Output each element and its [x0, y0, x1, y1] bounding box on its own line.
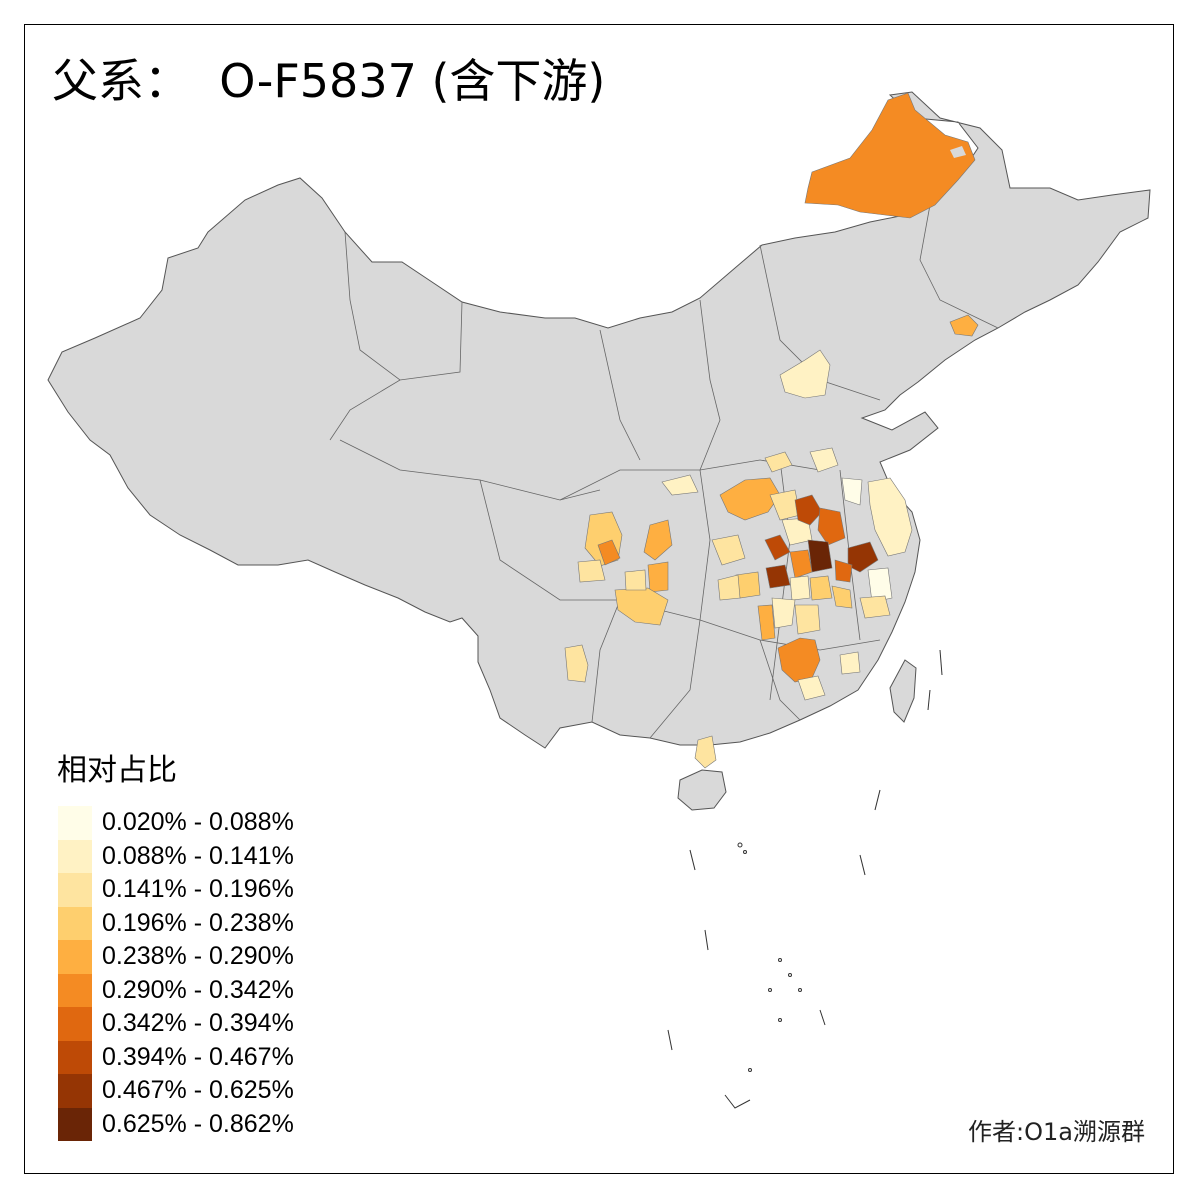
region-north-yellow — [764, 451, 793, 473]
region-sichuan-2 — [643, 519, 673, 561]
region-jiangsu — [867, 477, 913, 557]
legend-label: 0.141% - 0.196% — [102, 875, 294, 903]
legend-swatch — [58, 973, 92, 1007]
region-hunan-2 — [757, 604, 776, 641]
region-hunan-1 — [771, 597, 796, 629]
region-sichuan-5 — [647, 561, 669, 593]
legend-label: 0.088% - 0.141% — [102, 841, 294, 870]
legend-label: 0.020% - 0.088% — [102, 808, 294, 836]
legend-label: 0.342% - 0.394% — [102, 1009, 294, 1037]
region-zhejiang — [859, 595, 891, 619]
data-regions — [564, 92, 979, 769]
legend-swatch — [58, 1040, 92, 1074]
hainan-island — [677, 769, 727, 811]
region-core-3 — [807, 539, 833, 573]
region-south-orange — [777, 637, 821, 683]
legend-swatch — [58, 839, 92, 873]
legend-label: 0.238% - 0.290% — [102, 942, 294, 970]
region-hulunbuir — [804, 92, 976, 219]
taiwan-island — [889, 659, 917, 723]
region-core-4 — [847, 541, 879, 573]
legend-swatch — [58, 906, 92, 940]
legend-swatch — [58, 1107, 92, 1141]
legend-label: 0.467% - 0.625% — [102, 1076, 294, 1104]
region-hubei-1 — [711, 534, 746, 566]
region-anhui-s — [867, 567, 893, 603]
region-core-1 — [794, 494, 823, 526]
region-fujian — [839, 651, 861, 675]
region-hebei — [779, 349, 831, 399]
legend-label: 0.625% - 0.862% — [102, 1109, 294, 1138]
region-jiangsu-2 — [841, 477, 863, 506]
region-sichuan-4 — [577, 559, 606, 583]
region-lake-hole — [950, 146, 966, 158]
legend-swatch — [58, 940, 92, 974]
region-core-2 — [817, 507, 846, 546]
legend-label: 0.196% - 0.238% — [102, 908, 294, 937]
region-hubei-3 — [717, 574, 741, 601]
region-leizhou — [694, 735, 717, 769]
china-landmass — [47, 91, 1151, 749]
region-hubei-4 — [789, 575, 811, 601]
region-jiangxi-1 — [794, 604, 821, 635]
region-anhui-s2 — [831, 585, 853, 609]
legend-swatch — [58, 1074, 92, 1108]
region-yunnan — [564, 644, 589, 683]
region-ne-spot — [949, 314, 979, 337]
legend-label: 0.290% - 0.342% — [102, 975, 294, 1004]
region-core-6 — [789, 549, 813, 579]
region-sichuan-7 — [624, 569, 647, 591]
map-title: 父系： O-F5837 (含下游) — [52, 54, 606, 108]
region-north-cream — [809, 447, 839, 473]
legend-title: 相对占比 — [57, 753, 177, 788]
region-sichuan-3 — [597, 539, 621, 566]
region-core-8 — [834, 559, 853, 583]
author-credit: 作者:O1a溯源群 — [968, 1118, 1145, 1146]
region-shaanxi-north — [661, 474, 699, 496]
legend-swatch — [58, 1007, 92, 1041]
region-core-7 — [765, 564, 791, 589]
region-hubei-5 — [809, 575, 833, 601]
south-sea-islands — [667, 649, 943, 1109]
region-guangdong — [797, 675, 826, 701]
legend-swatch — [58, 873, 92, 907]
region-sichuan-6 — [614, 587, 669, 626]
legend-swatch — [58, 806, 92, 840]
legend-label: 0.394% - 0.467% — [102, 1042, 294, 1071]
